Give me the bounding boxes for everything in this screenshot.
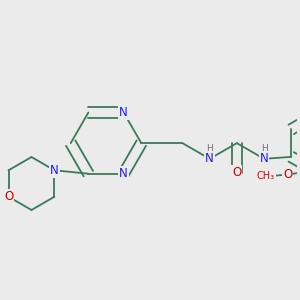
Text: N: N	[119, 167, 128, 180]
Text: O: O	[232, 166, 242, 179]
Text: N: N	[205, 152, 214, 165]
Text: O: O	[4, 190, 13, 203]
Text: N: N	[260, 152, 268, 165]
Text: O: O	[283, 168, 292, 181]
Text: H: H	[206, 144, 213, 153]
Text: N: N	[50, 164, 59, 177]
Text: N: N	[119, 106, 128, 119]
Text: CH₃: CH₃	[257, 172, 275, 182]
Text: H: H	[261, 144, 267, 153]
